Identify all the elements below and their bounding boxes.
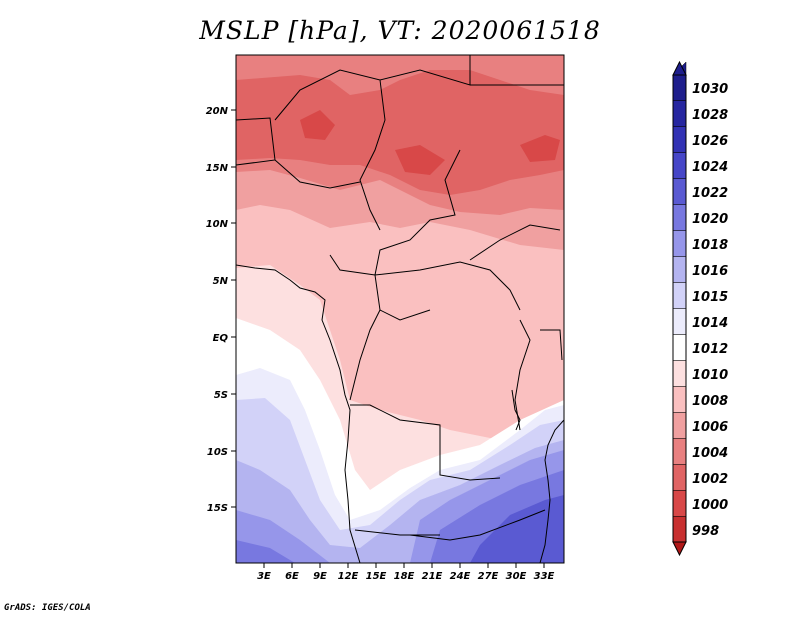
cb-swatch-1024 <box>673 152 686 179</box>
cb-label-1006: 1006 <box>692 420 728 435</box>
cb-label-1015: 1015 <box>692 290 728 305</box>
cb-swatch-1002 <box>673 464 686 491</box>
lat-axis: 20N 15N 10N 5N EQ 5S 10S 15S <box>206 106 236 514</box>
lat-label-5S: 5S <box>214 390 228 401</box>
lat-label-10N: 10N <box>206 219 229 230</box>
contour-1024 <box>470 495 564 563</box>
lat-label-10S: 10S <box>207 447 228 458</box>
cb-label-1000: 1000 <box>692 498 728 513</box>
grads-credit: GrADS: IGES/COLA <box>4 603 91 613</box>
cb-swatch-1010 <box>673 360 686 387</box>
cb-swatch-1004 <box>673 438 686 465</box>
colorbar: 1030 1028 1026 1024 1022 1020 1018 1016 … <box>672 60 728 557</box>
cb-label-1026: 1026 <box>692 134 728 149</box>
lon-label-33E: 33E <box>534 571 555 582</box>
cb-label-1002: 1002 <box>692 472 728 487</box>
cb-swatch-1022 <box>673 178 686 205</box>
lon-label-21E: 21E <box>422 571 443 582</box>
contour-1004 <box>236 70 564 195</box>
cb-swatch-1000 <box>673 490 686 517</box>
cb-label-1020: 1020 <box>692 212 728 227</box>
map-frame <box>235 54 565 564</box>
cb-label-1014: 1014 <box>692 316 728 331</box>
lat-label-5N: 5N <box>213 276 229 287</box>
colorbar-bottom-cap <box>672 541 687 557</box>
coastline-west <box>236 264 361 563</box>
cb-label-998: 998 <box>692 524 719 539</box>
lon-label-30E: 30E <box>506 571 527 582</box>
cb-swatch-1008 <box>673 386 686 413</box>
lake-tanganyika <box>511 389 521 431</box>
mslp-field <box>236 55 564 563</box>
coastline-east <box>539 419 564 563</box>
cb-swatch-1016 <box>673 256 686 283</box>
cb-label-1016: 1016 <box>692 264 728 279</box>
lat-label-20N: 20N <box>206 106 229 117</box>
lon-label-18E: 18E <box>394 571 415 582</box>
contour-1002 <box>300 110 560 175</box>
colorbar-dividers <box>673 100 686 517</box>
lon-label-6E: 6E <box>285 571 299 582</box>
cb-swatch-1018 <box>673 230 686 257</box>
cb-label-1004: 1004 <box>692 446 728 461</box>
cb-label-1008: 1008 <box>692 394 728 409</box>
cb-swatch-1028 <box>673 100 686 127</box>
lon-label-24E: 24E <box>450 571 471 582</box>
cb-label-1028: 1028 <box>692 108 728 123</box>
lat-label-15N: 15N <box>206 163 229 174</box>
lon-label-15E: 15E <box>366 571 387 582</box>
lat-label-EQ: EQ <box>213 333 229 344</box>
lon-axis: 3E 6E 9E 12E 15E 18E 21E 24E 27E 30E 33E <box>257 563 555 582</box>
lon-label-9E: 9E <box>313 571 327 582</box>
borders <box>236 0 564 563</box>
cb-label-1024: 1024 <box>692 160 728 175</box>
lon-label-3E: 3E <box>257 571 271 582</box>
cb-swatch-998 <box>673 516 686 542</box>
cb-swatch-1030 <box>673 75 686 101</box>
cb-label-1012: 1012 <box>692 342 728 357</box>
cb-swatch-1014 <box>673 308 686 335</box>
cb-label-1018: 1018 <box>692 238 728 253</box>
cb-swatch-1026 <box>673 126 686 153</box>
lat-label-15S: 15S <box>207 503 228 514</box>
map-title: MSLP [hPa], VT: 2020061518 <box>199 16 601 45</box>
lon-label-27E: 27E <box>478 571 499 582</box>
contour-1022 <box>236 470 564 563</box>
cb-swatch-1006 <box>673 412 686 439</box>
cb-swatch-1020 <box>673 204 686 231</box>
cb-swatch-1015 <box>673 282 686 309</box>
cb-label-1010: 1010 <box>692 368 728 383</box>
lon-label-12E: 12E <box>338 571 359 582</box>
cb-swatch-1012 <box>673 334 686 361</box>
cb-label-1030: 1030 <box>692 82 728 97</box>
cb-label-1022: 1022 <box>692 186 728 201</box>
